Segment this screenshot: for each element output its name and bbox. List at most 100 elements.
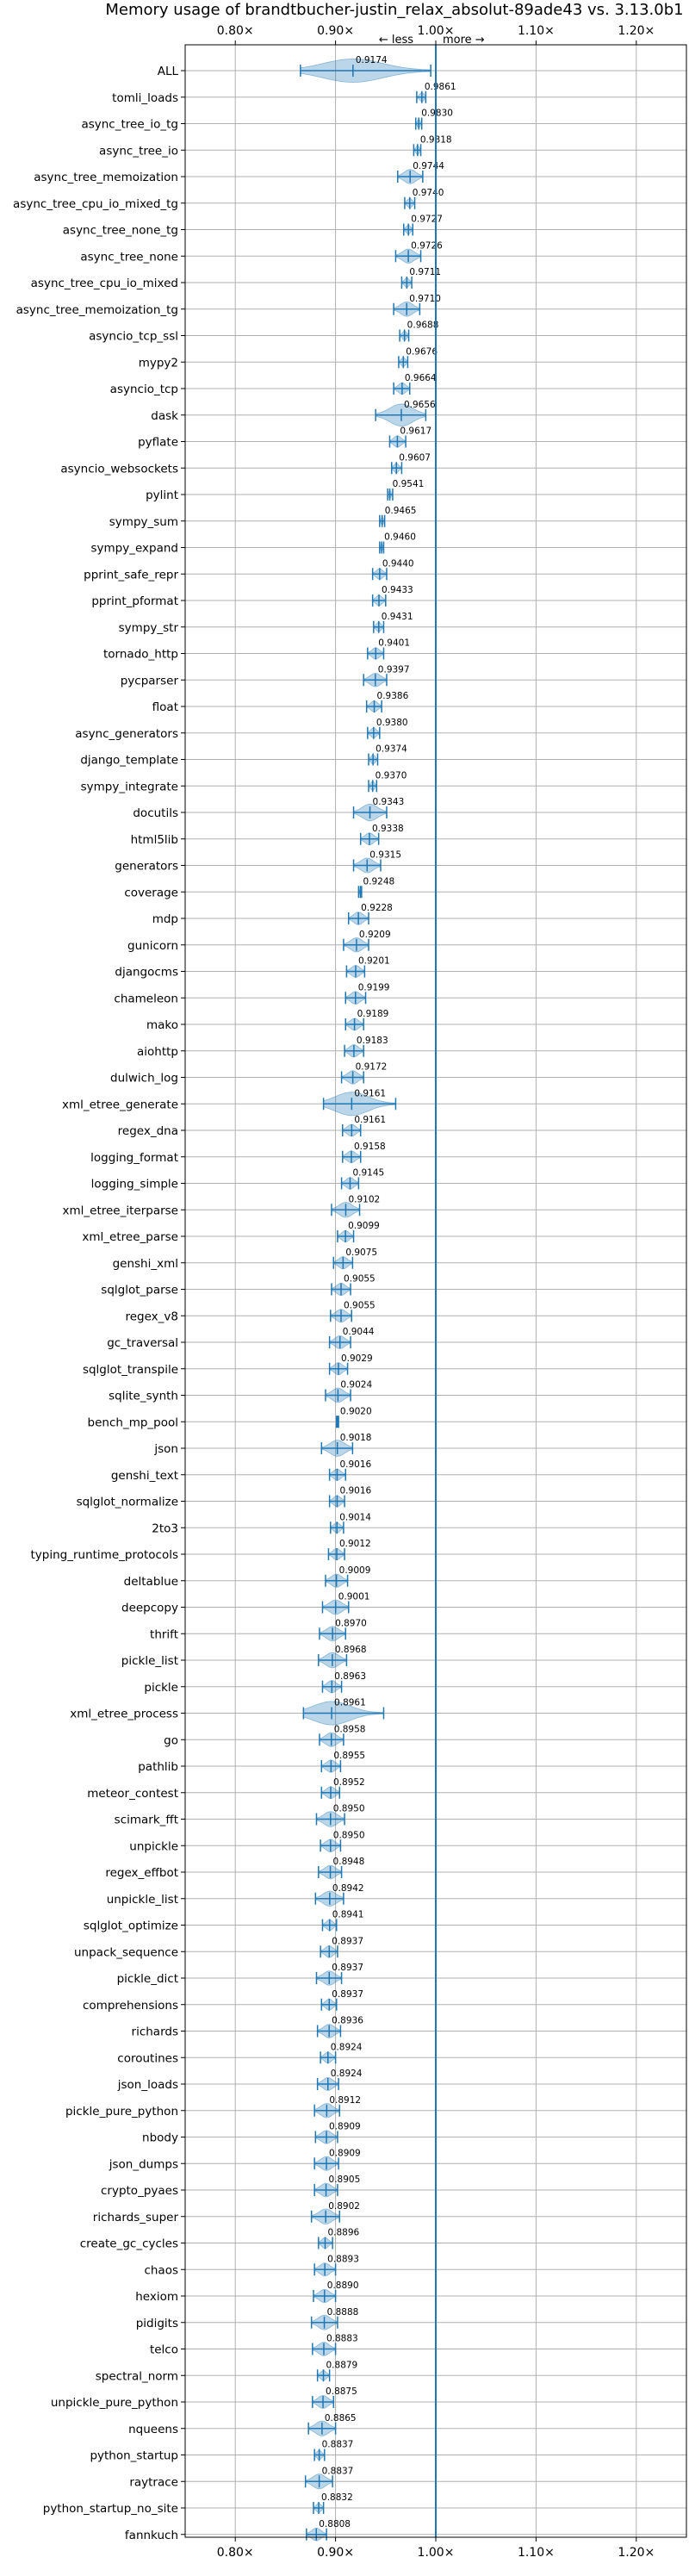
benchmark-label: sympy_integrate: [81, 780, 178, 793]
value-label: 0.8942: [332, 1883, 364, 1894]
benchmark-label: async_tree_cpu_io_mixed: [31, 277, 178, 290]
benchmark-label: spectral_norm: [96, 2369, 178, 2383]
benchmark-label: typing_runtime_protocols: [31, 1548, 179, 1562]
benchmark-label: async_tree_none_tg: [63, 224, 178, 238]
benchmark-label: regex_effbot: [105, 1866, 178, 1880]
benchmark-label: sqlite_synth: [109, 1390, 178, 1403]
benchmark-label: gc_traversal: [107, 1336, 178, 1350]
value-label: 0.9172: [356, 1062, 388, 1073]
value-label: 0.9726: [411, 240, 443, 251]
value-label: 0.8902: [328, 2201, 360, 2212]
x-tick-label-top: 0.90×: [317, 24, 354, 38]
benchmark-label: xml_etree_parse: [82, 1230, 178, 1244]
value-label: 0.9541: [393, 479, 425, 489]
benchmark-label: scimark_fft: [115, 1814, 178, 1827]
value-label: 0.9009: [339, 1565, 371, 1576]
value-label: 0.8909: [329, 2148, 361, 2158]
benchmark-label: comprehensions: [83, 1999, 178, 2013]
benchmark-label: async_tree_cpu_io_mixed_tg: [13, 197, 178, 211]
benchmark-label: pathlib: [138, 1760, 178, 1774]
value-label: 0.8958: [334, 1724, 366, 1734]
value-label: 0.9607: [399, 452, 431, 463]
value-label: 0.9465: [385, 506, 417, 516]
benchmark-label: python_startup_no_site: [43, 2502, 178, 2516]
value-label: 0.9018: [340, 1433, 372, 1443]
value-label: 0.8937: [332, 1963, 363, 1973]
benchmark-label: asyncio_websockets: [60, 462, 178, 476]
benchmark-label: deepcopy: [121, 1602, 178, 1615]
axis-ticks: 0.80× 0.80× 0.90× 0.90× 1.00× 1.00× 1.10× 1.10×…: [13, 24, 655, 2560]
value-label: 0.8837: [322, 2440, 354, 2450]
benchmark-label: pickle: [144, 1681, 178, 1695]
value-label: 0.8924: [331, 2069, 363, 2079]
benchmark-label: async_tree_memoization_tg: [16, 303, 178, 317]
value-label: 0.8950: [333, 1830, 365, 1840]
benchmark-label: xml_etree_iterparse: [63, 1204, 179, 1217]
value-label: 0.8937: [332, 1989, 363, 2000]
benchmark-label: pickle_dict: [117, 1972, 178, 1986]
value-label: 0.9016: [339, 1459, 371, 1470]
benchmark-label: async_generators: [75, 727, 178, 741]
benchmark-label: pidigits: [136, 2317, 178, 2330]
value-label: 0.8905: [329, 2175, 361, 2185]
value-label: 0.9248: [363, 876, 394, 887]
benchmark-label: chaos: [144, 2263, 178, 2277]
benchmark-label: genshi_text: [111, 1469, 178, 1483]
x-tick-label-bottom: 1.00×: [418, 2546, 455, 2560]
value-label: 0.8963: [334, 1671, 366, 1682]
value-label: 0.9460: [384, 532, 416, 543]
value-label: 0.8912: [329, 2095, 361, 2106]
benchmark-label: unpickle_pure_python: [51, 2396, 178, 2410]
value-label: 0.9201: [358, 956, 390, 967]
benchmark-label: sqlglot_parse: [101, 1284, 178, 1297]
value-label: 0.9343: [373, 797, 405, 807]
benchmark-label: pickle_list: [121, 1654, 178, 1668]
benchmark-label: async_tree_memoization: [34, 171, 178, 184]
value-label: 0.9440: [382, 558, 414, 569]
value-label: 0.8937: [332, 1936, 363, 1946]
x-tick-label-bottom: 0.80×: [217, 2546, 254, 2560]
benchmark-label: bench_mp_pool: [88, 1416, 178, 1429]
benchmark-label: sympy_str: [119, 621, 179, 635]
benchmark-label: gunicorn: [127, 939, 178, 953]
value-label: 0.9380: [376, 718, 408, 728]
value-label: 0.8968: [335, 1645, 367, 1655]
value-label: 0.9386: [377, 691, 409, 701]
value-label: 0.9656: [404, 400, 436, 410]
benchmark-label: nbody: [142, 2131, 178, 2145]
benchmark-label: sqlglot_transpile: [83, 1363, 178, 1377]
value-label: 0.9315: [369, 850, 401, 861]
value-label: 0.8893: [327, 2254, 359, 2264]
value-label: 0.9370: [376, 770, 407, 781]
value-label: 0.8909: [329, 2122, 361, 2132]
value-label: 0.9228: [361, 903, 393, 913]
benchmark-label: deltablue: [124, 1575, 178, 1589]
value-label: 0.8875: [326, 2386, 357, 2397]
x-tick-label-bottom: 1.20×: [618, 2546, 655, 2560]
x-tick-label-bottom: 1.10×: [518, 2546, 555, 2560]
benchmark-label: genshi_xml: [113, 1257, 178, 1271]
value-label: 0.9830: [421, 109, 453, 119]
benchmark-label: python_startup: [90, 2449, 178, 2463]
benchmark-label: unpickle_list: [107, 1893, 178, 1907]
value-label: 0.9161: [354, 1115, 386, 1125]
benchmark-label: sqlglot_normalize: [77, 1496, 178, 1509]
value-label: 0.9374: [376, 744, 407, 755]
benchmark-label: dulwich_log: [110, 1072, 178, 1086]
value-label: 0.8837: [322, 2466, 354, 2476]
chart-title: Memory usage of brandtbucher-justin_rela…: [105, 1, 683, 19]
benchmark-label: mako: [146, 1018, 178, 1032]
benchmark-label: aiohttp: [137, 1045, 178, 1059]
value-label: 0.9431: [382, 612, 413, 622]
value-label: 0.8879: [326, 2360, 358, 2370]
benchmark-label: sympy_expand: [90, 542, 178, 556]
benchmark-label: unpickle: [129, 1839, 178, 1853]
benchmark-label: pylint: [146, 488, 178, 502]
benchmark-label: asyncio_tcp: [110, 383, 178, 396]
benchmark-label: richards_super: [93, 2211, 179, 2224]
benchmark-label: pyflate: [138, 436, 178, 450]
benchmark-label: json_dumps: [109, 2157, 178, 2171]
benchmark-label: pprint_safe_repr: [84, 568, 178, 582]
benchmark-label: mdp: [152, 912, 178, 926]
